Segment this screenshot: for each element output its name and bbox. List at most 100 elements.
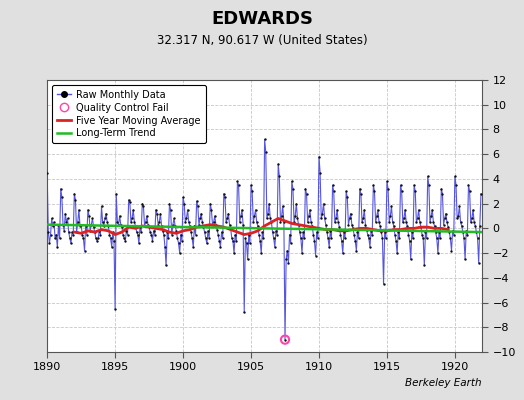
Point [464,182,473,188]
Point [445,229,453,235]
Point [356,186,364,192]
Point [444,224,452,230]
Point [456,219,465,225]
Point [408,229,416,235]
Point [118,224,126,230]
Point [237,213,245,219]
Point [263,215,271,222]
Point [294,222,303,228]
Point [283,248,291,254]
Point [197,210,205,217]
Point [161,244,169,250]
Point [102,210,110,217]
Point [163,229,171,235]
Point [270,244,279,250]
Point [178,238,186,244]
Point [75,207,83,213]
Point [346,210,355,217]
Point [417,224,425,230]
Point [307,219,315,225]
Point [221,194,229,201]
Point [123,231,132,238]
Point [172,228,180,234]
Point [49,223,57,229]
Point [207,207,215,213]
Point [334,219,343,225]
Point [274,161,282,167]
Point [324,235,332,242]
Point [426,219,434,225]
Point [477,190,485,197]
Point [48,215,56,222]
Point [187,229,195,235]
Point [302,190,311,197]
Point [339,250,347,256]
Point [57,186,65,192]
Point [376,223,384,229]
Point [331,219,339,225]
Point [476,223,484,229]
Point [282,256,290,262]
Point [433,235,441,242]
Point [44,229,52,235]
Point [165,200,173,207]
Point [310,238,319,244]
Point [134,231,142,238]
Point [472,229,481,235]
Point [190,223,199,229]
Point [173,235,182,242]
Point [95,228,103,234]
Point [247,182,255,188]
Point [329,182,337,188]
Point [267,219,276,225]
Point [468,215,476,222]
Point [248,188,256,194]
Point [195,222,203,228]
Point [281,336,289,343]
Point [81,223,90,229]
Point [90,224,98,230]
Point [217,229,226,235]
Point [250,213,259,219]
Point [446,235,454,242]
Point [183,207,192,213]
Point [387,203,396,209]
Point [325,244,333,250]
Point [100,223,108,229]
Point [196,215,204,222]
Point [321,215,329,222]
Point [170,215,178,222]
Point [359,215,367,222]
Point [105,231,114,238]
Point [188,235,196,242]
Point [219,235,227,242]
Point [238,207,246,213]
Point [393,250,401,256]
Point [398,188,406,194]
Point [234,182,243,188]
Point [157,223,166,229]
Point [369,182,377,188]
Point [56,235,64,242]
Point [341,235,349,242]
Point [67,240,75,246]
Point [258,229,267,235]
Point [141,219,150,225]
Point [232,238,241,244]
Point [465,188,474,194]
Point [449,228,457,234]
Point [354,235,363,242]
Point [343,194,352,201]
Point [309,231,318,238]
Point [418,231,426,238]
Point [58,194,66,201]
Point [363,226,371,233]
Point [71,197,80,203]
Point [326,228,334,234]
Point [76,223,84,229]
Text: Berkeley Earth: Berkeley Earth [406,378,482,388]
Point [264,210,272,217]
Point [51,235,59,242]
Point [276,219,285,225]
Point [265,200,274,207]
